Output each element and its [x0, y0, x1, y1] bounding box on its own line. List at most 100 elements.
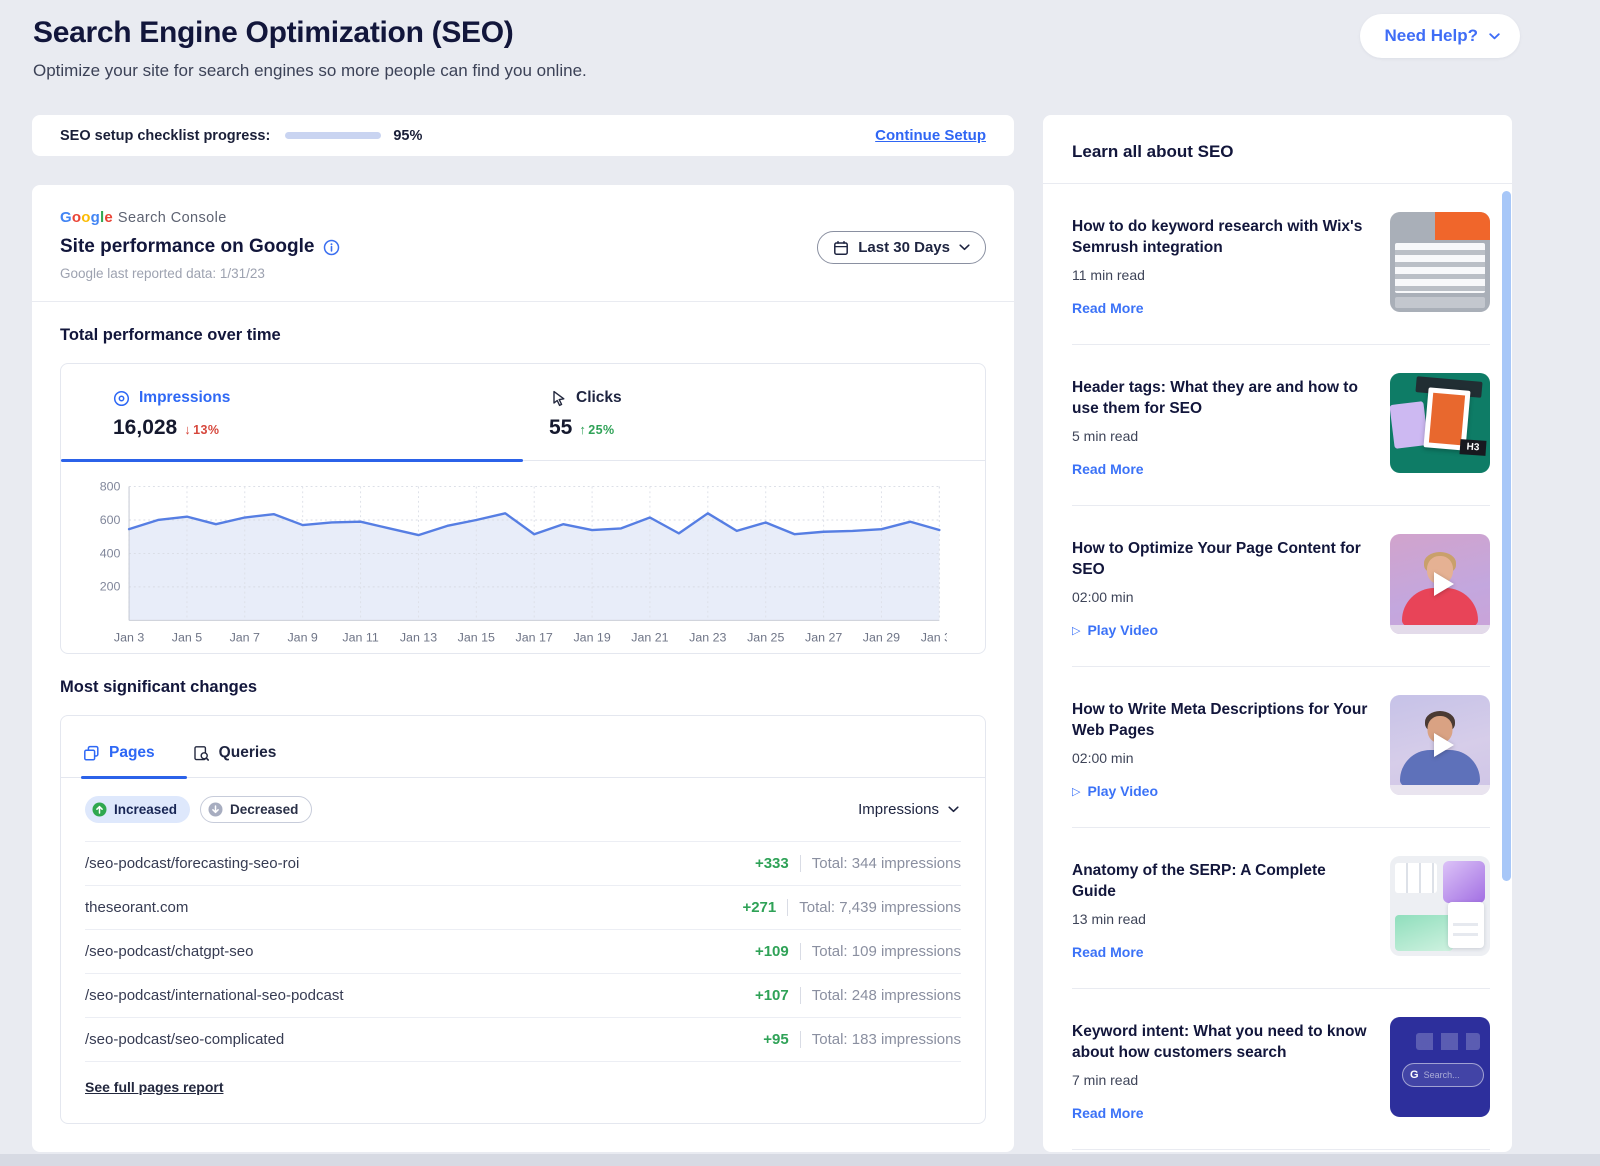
- performance-chart[interactable]: 200 400 600 800 Jan 3 Jan 5 Jan 7 Jan 9 Jan 11 Ja…: [61, 461, 985, 653]
- article-action-label: Play Video: [1087, 783, 1159, 799]
- gsc-header: Google Search Console Site performance on…: [60, 209, 986, 281]
- impressions-icon: [113, 390, 130, 406]
- filter-decreased[interactable]: Decreased: [200, 796, 313, 824]
- svg-text:Jan 31: Jan 31: [921, 630, 947, 644]
- article-action-link[interactable]: Read More: [1072, 300, 1372, 316]
- svg-text:Jan 7: Jan 7: [230, 630, 260, 644]
- articles-list: How to do keyword research with Wix's Se…: [1043, 184, 1512, 1150]
- article-action-label: Read More: [1072, 1105, 1144, 1121]
- changes-tabs: Pages Queries: [61, 716, 985, 780]
- divider: [799, 943, 801, 961]
- table-row[interactable]: /seo-podcast/forecasting-seo-roi +333 To…: [85, 841, 961, 885]
- svg-text:Jan 13: Jan 13: [400, 630, 437, 644]
- decreased-icon: [208, 802, 223, 817]
- tab-impressions[interactable]: Impressions 16,028 13%: [61, 364, 523, 460]
- divider: [787, 899, 789, 917]
- svg-text:600: 600: [100, 513, 121, 527]
- clicks-label: Clicks: [576, 389, 622, 406]
- setup-progress-banner: SEO setup checklist progress: 95% Contin…: [32, 115, 1014, 156]
- article-thumbnail[interactable]: [1390, 695, 1490, 795]
- article-card: How to do keyword research with Wix's Se…: [1072, 184, 1490, 345]
- performance-section-title: Total performance over time: [60, 326, 281, 344]
- change-value: +107: [754, 987, 789, 1005]
- article-card: Keyword intent: What you need to know ab…: [1072, 989, 1490, 1150]
- svg-text:Jan 25: Jan 25: [747, 630, 784, 644]
- table-footer: See full pages report: [85, 1061, 961, 1123]
- info-icon[interactable]: [323, 239, 340, 256]
- article-title: Header tags: What they are and how to us…: [1072, 379, 1358, 417]
- progress-bar: [285, 132, 382, 139]
- metric-tabs: Impressions 16,028 13% Clicks 55 25%: [61, 364, 985, 462]
- see-full-report-link[interactable]: See full pages report: [85, 1079, 224, 1096]
- last-reported-text: Google last reported data: 1/31/23: [60, 266, 265, 281]
- performance-panel: Impressions 16,028 13% Clicks 55 25% 200…: [60, 363, 986, 655]
- thumb-shape: [1395, 297, 1485, 308]
- article-title: How to Write Meta Descriptions for Your …: [1072, 701, 1368, 739]
- change-value: +333: [754, 855, 789, 873]
- thumb-shape: [1395, 243, 1485, 293]
- svg-text:Jan 23: Jan 23: [689, 630, 726, 644]
- date-range-button[interactable]: Last 30 Days: [817, 231, 986, 264]
- site-performance-card: Google Search Console Site performance on…: [32, 185, 1014, 1152]
- card-title: Site performance on Google: [60, 236, 986, 258]
- sort-dropdown[interactable]: Impressions: [858, 801, 959, 818]
- tab-queries[interactable]: Queries: [193, 744, 277, 777]
- tab-queries-label: Queries: [218, 744, 277, 762]
- article-action-label: Read More: [1072, 944, 1144, 960]
- thumb-shape: G Search...: [1402, 1063, 1484, 1087]
- article-thumbnail[interactable]: [1390, 856, 1490, 956]
- chevron-down-icon: [948, 806, 959, 813]
- impressions-value: 16,028: [113, 416, 178, 439]
- article-card: Anatomy of the SERP: A Complete Guide 13…: [1072, 828, 1490, 989]
- date-range-label: Last 30 Days: [858, 239, 950, 256]
- tab-clicks[interactable]: Clicks 55 25%: [523, 364, 985, 460]
- pages-icon: [84, 745, 99, 761]
- filters-row: Increased Decreased Impressions: [61, 778, 985, 841]
- filter-decreased-label: Decreased: [230, 802, 299, 818]
- continue-setup-link[interactable]: Continue Setup: [875, 127, 986, 144]
- article-action-link[interactable]: Play Video: [1072, 622, 1372, 638]
- page-path: /seo-podcast/forecasting-seo-roi: [85, 855, 300, 873]
- play-icon: [1072, 785, 1080, 798]
- clicks-value: 55: [549, 416, 573, 439]
- cursor-icon: [553, 390, 565, 407]
- article-action-link[interactable]: Read More: [1072, 461, 1372, 477]
- article-action-link[interactable]: Read More: [1072, 944, 1372, 960]
- page-title: Search Engine Optimization (SEO): [33, 16, 514, 49]
- article-thumbnail[interactable]: [1390, 534, 1490, 634]
- divider: [1043, 183, 1512, 184]
- svg-text:Jan 17: Jan 17: [516, 630, 553, 644]
- thumb-shape: [1435, 212, 1490, 240]
- filter-increased[interactable]: Increased: [85, 796, 191, 824]
- thumb-shape: [1390, 625, 1490, 634]
- google-search-console-logo: Google Search Console: [60, 209, 986, 226]
- article-thumbnail[interactable]: [1390, 212, 1490, 312]
- table-row[interactable]: theseorant.com +271 Total: 7,439 impress…: [85, 885, 961, 929]
- article-action-label: Read More: [1072, 461, 1144, 477]
- tab-pages[interactable]: Pages: [81, 744, 187, 780]
- page-path: /seo-podcast/chatgpt-seo: [85, 943, 254, 961]
- page-subtitle: Optimize your site for search engines so…: [33, 61, 587, 80]
- article-thumbnail[interactable]: H3: [1390, 373, 1490, 473]
- queries-icon: [193, 745, 209, 761]
- article-thumbnail[interactable]: G Search...: [1390, 1017, 1490, 1117]
- changes-section-title: Most significant changes: [60, 678, 258, 697]
- divider: [799, 987, 801, 1005]
- article-action-link[interactable]: Read More: [1072, 1105, 1372, 1121]
- need-help-button[interactable]: Need Help?: [1360, 14, 1520, 58]
- article-action-link[interactable]: Play Video: [1072, 783, 1372, 799]
- article-card: How to Write Meta Descriptions for Your …: [1072, 667, 1490, 828]
- need-help-label: Need Help?: [1384, 26, 1478, 45]
- change-value: +109: [754, 943, 789, 961]
- table-row[interactable]: /seo-podcast/seo-complicated +95 Total: …: [85, 1017, 961, 1061]
- table-row[interactable]: /seo-podcast/chatgpt-seo +109 Total: 109…: [85, 929, 961, 973]
- article-action-label: Play Video: [1087, 622, 1159, 638]
- scrollbar-thumb[interactable]: [1502, 191, 1511, 881]
- thumb-shape: [1448, 902, 1484, 948]
- change-value: +271: [742, 899, 777, 917]
- thumb-shape: [1443, 861, 1485, 903]
- svg-text:Jan 15: Jan 15: [458, 630, 495, 644]
- video-play-button: [1434, 572, 1454, 596]
- table-row[interactable]: /seo-podcast/international-seo-podcast +…: [85, 973, 961, 1017]
- svg-text:Jan 11: Jan 11: [342, 630, 378, 644]
